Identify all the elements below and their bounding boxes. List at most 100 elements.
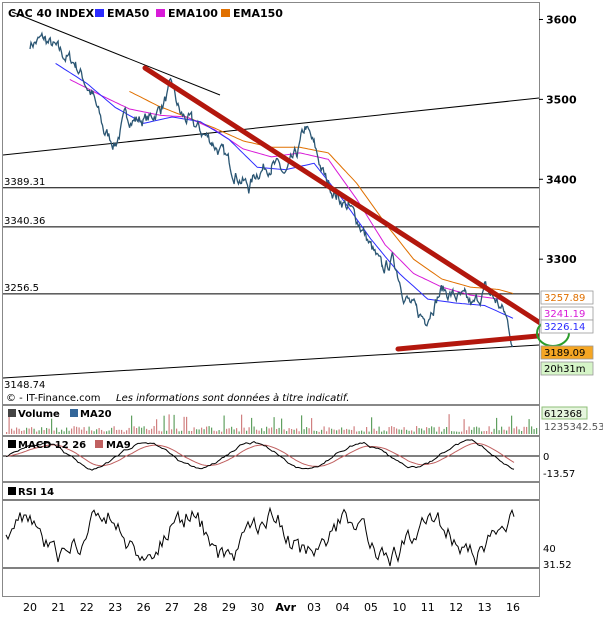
- volume-bar: [203, 429, 205, 434]
- legend-swatch-ema150: [221, 9, 230, 17]
- volume-bar: [483, 431, 485, 434]
- volume-bar: [236, 428, 238, 434]
- volume-bar: [523, 426, 525, 434]
- level-label: 3148.74: [4, 380, 45, 391]
- volume-bar: [386, 431, 388, 434]
- volume-bar: [83, 427, 85, 434]
- volume-swatch: [8, 409, 16, 417]
- volume-bar: [181, 430, 183, 434]
- volume-bar: [408, 430, 410, 434]
- volume-bar: [106, 431, 108, 434]
- volume-bar: [263, 431, 265, 434]
- volume-bar: [336, 430, 338, 434]
- volume-bar: [381, 431, 383, 434]
- volume-bar: [266, 426, 268, 434]
- volume-bar: [343, 429, 345, 434]
- horizontal-levels: 3389.31 3340.36 3256.5 3148.74: [3, 177, 539, 391]
- macd-title: MACD 12 26: [18, 440, 86, 451]
- volume-bar: [388, 427, 390, 434]
- date-tick-label: 05: [364, 601, 378, 614]
- volume-bar: [208, 426, 210, 434]
- macd-axis-zero: 0: [543, 452, 549, 463]
- volume-bar: [291, 428, 293, 434]
- rsi-line: [5, 506, 515, 567]
- last-value-badges: 3257.89 3241.19 3226.14 3189.09 20h31m: [540, 290, 594, 376]
- volume-bar: [158, 430, 160, 434]
- volume-bar: [478, 427, 480, 434]
- volume-bar: [276, 428, 278, 434]
- volume-bar: [393, 427, 395, 434]
- volume-bar: [186, 416, 188, 434]
- volume-bar: [223, 415, 225, 434]
- volume-bar: [78, 427, 80, 434]
- volume-bar: [76, 426, 78, 434]
- volume-bar: [361, 430, 363, 434]
- volume-bar: [113, 426, 115, 434]
- main-panel-frame: [2, 2, 540, 405]
- volume-bar: [43, 430, 45, 434]
- volume-bar: [41, 427, 43, 434]
- volume-bar: [108, 430, 110, 434]
- volume-bar: [123, 431, 125, 434]
- volume-bar: [306, 427, 308, 434]
- disclaimer-text: Les informations sont données à titre in…: [116, 392, 349, 404]
- volume-bar: [528, 419, 530, 434]
- volume-bar: [288, 428, 290, 434]
- volume-bar: [346, 428, 348, 434]
- volume-bar: [68, 430, 70, 434]
- volume-bar: [428, 428, 430, 434]
- level-label: 3389.31: [4, 177, 45, 188]
- date-tick-label: 04: [336, 601, 350, 614]
- volume-bar: [228, 428, 230, 434]
- red-support-trendline: [395, 333, 539, 352]
- volume-bar: [308, 428, 310, 434]
- volume-bar: [486, 431, 488, 434]
- volume-bar: [176, 428, 178, 434]
- volume-bar: [356, 431, 358, 434]
- volume-bar: [278, 427, 280, 434]
- volume-bar: [268, 428, 270, 434]
- volume-bar: [506, 430, 508, 434]
- volume-bar: [438, 426, 440, 434]
- volume-bar: [468, 426, 470, 434]
- volume-bar: [461, 431, 463, 434]
- volume-bar: [311, 418, 313, 434]
- volume-bar: [273, 417, 275, 434]
- volume-bar: [251, 417, 253, 434]
- volume-bar: [426, 427, 428, 434]
- volume-bar: [16, 427, 18, 434]
- legend-swatch-ema100: [156, 9, 165, 17]
- volume-bar: [81, 429, 83, 434]
- volume-bar: [456, 431, 458, 434]
- date-tick-label: 26: [137, 601, 151, 614]
- value-badge-label: 3189.09: [544, 348, 585, 359]
- volume-bar: [163, 415, 165, 434]
- volume-bar: [301, 415, 303, 434]
- volume-bar: [303, 429, 305, 434]
- volume-ma-label: MA20: [80, 409, 112, 420]
- date-axis: 20 21 22 23 26 27 28 29 30 Avr 03 04 05 10 11 12 13 16: [23, 601, 520, 614]
- date-tick-label: 10: [392, 601, 406, 614]
- volume-bar: [358, 431, 360, 434]
- volume-bar: [458, 431, 460, 434]
- volume-bar: [93, 431, 95, 434]
- volume-bar: [63, 431, 65, 434]
- volume-bar: [503, 429, 505, 434]
- date-tick-label: 28: [193, 601, 207, 614]
- volume-bar: [481, 431, 483, 434]
- volume-title: Volume: [18, 409, 60, 420]
- volume-bar: [416, 426, 418, 434]
- volume-bar: [126, 430, 128, 434]
- volume-bar: [383, 430, 385, 434]
- legend-swatch-ema50: [95, 9, 104, 17]
- volume-bar: [161, 431, 163, 434]
- volume-bar: [51, 418, 53, 434]
- series-cac-40-index: [29, 31, 514, 348]
- volume-bar: [111, 427, 113, 434]
- rsi-title: RSI 14: [18, 487, 54, 498]
- rsi-swatch: [8, 487, 16, 495]
- volume-bar: [406, 429, 408, 434]
- macd-signal-label: MA9: [106, 440, 131, 451]
- volume-bar: [201, 427, 203, 434]
